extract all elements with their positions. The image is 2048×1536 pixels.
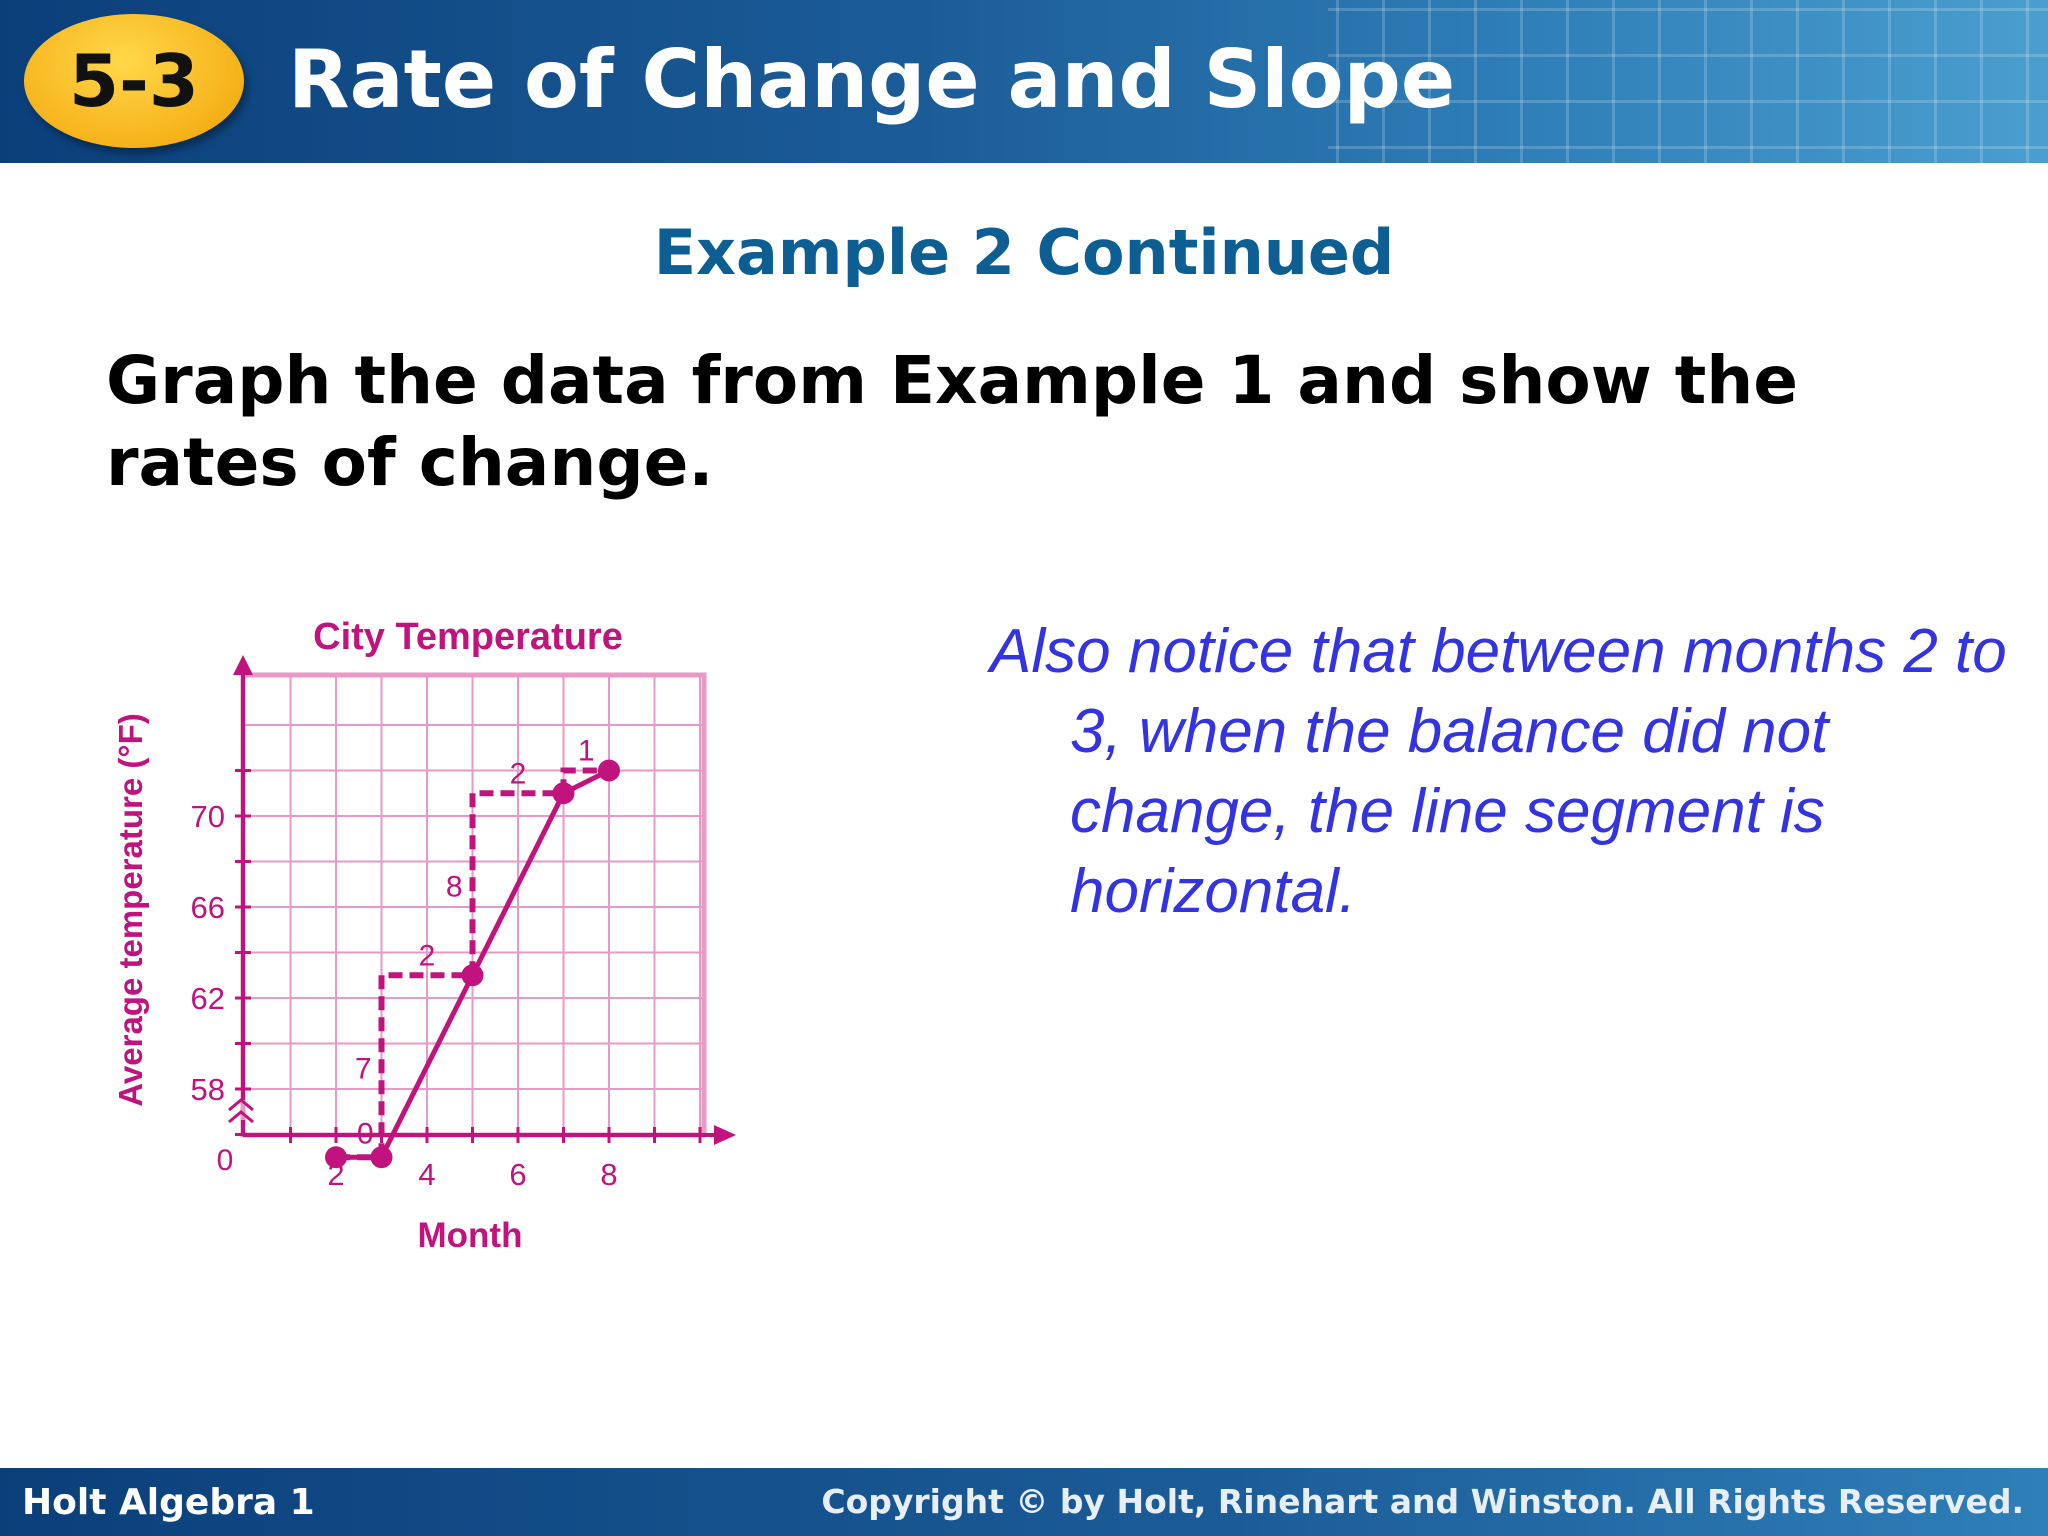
slide-footer: Holt Algebra 1 Copyright © by Holt, Rine… xyxy=(0,1468,2048,1536)
instruction-text: Graph the data from Example 1 and show t… xyxy=(106,342,1799,501)
run-label: 1 xyxy=(578,735,595,768)
run-label: 2 xyxy=(419,939,436,972)
lesson-badge: 5-3 xyxy=(24,14,244,148)
x-tick-label: 6 xyxy=(509,1157,526,1192)
x-tick-label: 4 xyxy=(418,1157,435,1192)
notice-text: Also notice that between months 2 to 3, … xyxy=(990,617,2007,926)
y-tick-label: 62 xyxy=(191,981,225,1016)
data-point xyxy=(552,782,575,805)
rate-step xyxy=(378,972,473,1158)
y-axis-break xyxy=(228,1098,254,1124)
header-grid-pattern xyxy=(1328,0,2048,163)
y-tick-label: 58 xyxy=(191,1072,225,1107)
origin-label: 0 xyxy=(217,1144,234,1177)
data-point xyxy=(325,1146,347,1169)
chart-axes xyxy=(228,655,736,1145)
chart-title: City Temperature xyxy=(313,616,623,658)
y-tick-label: 70 xyxy=(191,799,225,834)
rise-label: 7 xyxy=(355,1052,372,1085)
x-axis-arrow xyxy=(714,1125,736,1145)
rate-step xyxy=(469,790,564,976)
data-point xyxy=(461,964,484,987)
x-axis-label: Month xyxy=(418,1216,523,1255)
y-tick-label: 66 xyxy=(191,890,225,925)
footer-course: Holt Algebra 1 xyxy=(22,1482,315,1523)
data-series xyxy=(325,759,620,1169)
data-point xyxy=(598,759,620,782)
y-axis-label: Average temperature (°F) xyxy=(112,713,149,1106)
slide-header: 5-3 Rate of Change and Slope xyxy=(0,0,2048,163)
run-label: 2 xyxy=(510,757,527,790)
rise-label: 0 xyxy=(357,1117,374,1150)
rise-label: 8 xyxy=(446,870,463,903)
x-tick-label: 8 xyxy=(600,1157,617,1192)
slide-title: Rate of Change and Slope xyxy=(288,33,1456,126)
example-subtitle: Example 2 Continued xyxy=(653,216,1395,289)
footer-copyright: Copyright © by Holt, Rinehart and Winsto… xyxy=(821,1482,2024,1521)
y-axis-arrow xyxy=(233,655,253,675)
data-point xyxy=(370,1146,393,1169)
